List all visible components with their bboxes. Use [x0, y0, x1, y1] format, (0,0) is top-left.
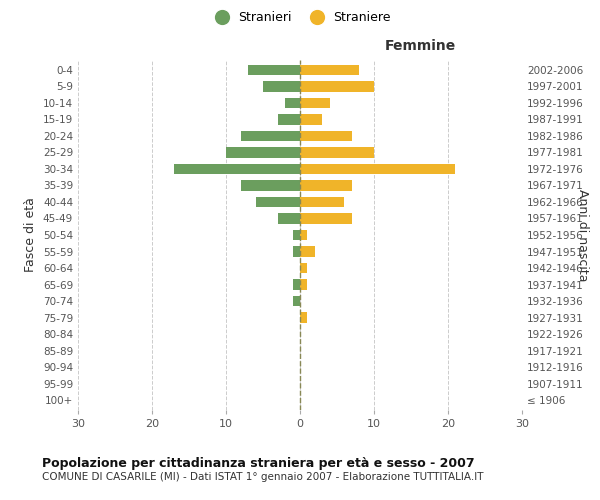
- Bar: [226, 147, 300, 158]
- Bar: [300, 180, 352, 191]
- Bar: [293, 296, 300, 306]
- Bar: [241, 130, 300, 141]
- Bar: [300, 64, 359, 76]
- Bar: [300, 147, 374, 158]
- Bar: [300, 262, 307, 274]
- Bar: [300, 81, 374, 92]
- Bar: [300, 230, 307, 240]
- Bar: [300, 98, 329, 108]
- Bar: [241, 180, 300, 191]
- Bar: [263, 81, 300, 92]
- Bar: [256, 196, 300, 207]
- Bar: [300, 213, 352, 224]
- Bar: [300, 246, 315, 257]
- Text: Femmine: Femmine: [384, 39, 455, 53]
- Bar: [248, 64, 300, 76]
- Bar: [174, 164, 300, 174]
- Legend: Stranieri, Straniere: Stranieri, Straniere: [205, 6, 395, 29]
- Bar: [300, 164, 455, 174]
- Bar: [300, 312, 307, 323]
- Bar: [278, 114, 300, 125]
- Bar: [300, 279, 307, 290]
- Bar: [300, 114, 322, 125]
- Y-axis label: Fasce di età: Fasce di età: [25, 198, 37, 272]
- Bar: [300, 130, 352, 141]
- Bar: [293, 279, 300, 290]
- Bar: [278, 213, 300, 224]
- Bar: [293, 230, 300, 240]
- Bar: [293, 246, 300, 257]
- Text: COMUNE DI CASARILE (MI) - Dati ISTAT 1° gennaio 2007 - Elaborazione TUTTITALIA.I: COMUNE DI CASARILE (MI) - Dati ISTAT 1° …: [42, 472, 484, 482]
- Text: Popolazione per cittadinanza straniera per età e sesso - 2007: Popolazione per cittadinanza straniera p…: [42, 458, 475, 470]
- Y-axis label: Anni di nascita: Anni di nascita: [576, 188, 589, 281]
- Bar: [300, 196, 344, 207]
- Bar: [285, 98, 300, 108]
